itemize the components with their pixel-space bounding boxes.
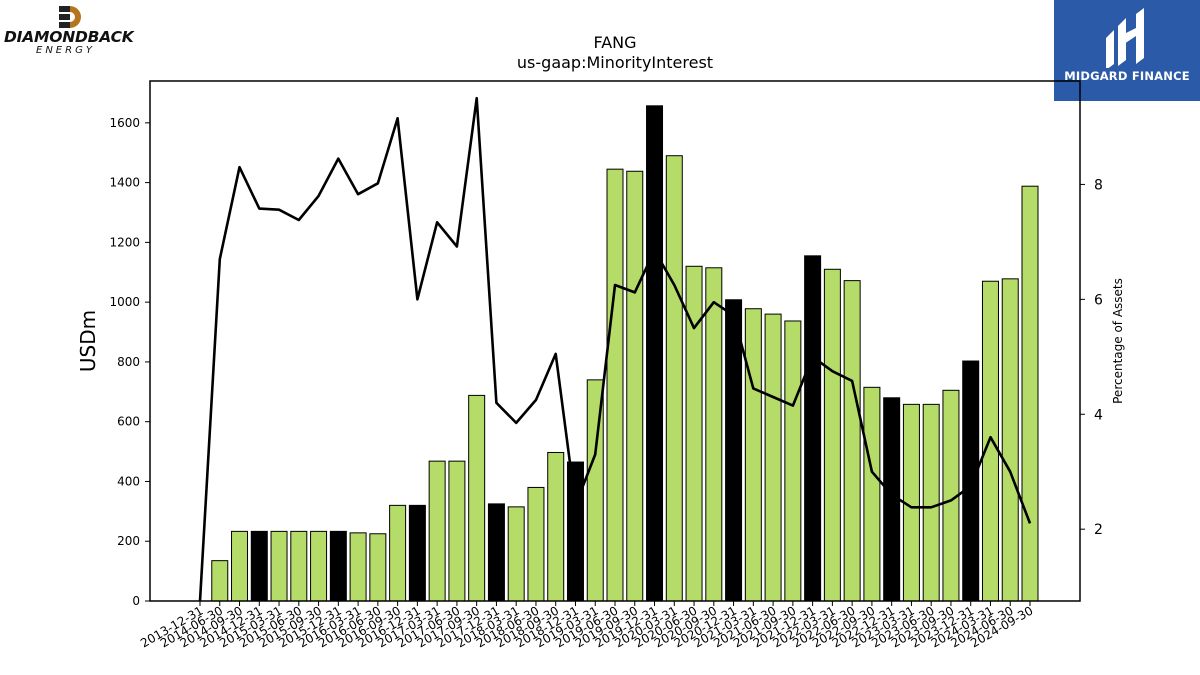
y-axis-label: USDm <box>76 310 100 372</box>
diamondback-logo: DIAMONDBACK ENERGY <box>4 4 139 56</box>
bar-2014-06-30 <box>211 560 229 602</box>
bar-2016-09-30 <box>389 504 407 602</box>
y-tick-label: 1000 <box>109 295 140 309</box>
diamondback-wordmark: DIAMONDBACK <box>4 28 134 46</box>
midgard-finance-logo: MIDGARD FINANCE <box>1054 0 1200 101</box>
bar-2024-09-30 <box>1021 185 1039 602</box>
bar-2017-09-30 <box>468 394 486 602</box>
y-tick-label: 800 <box>117 355 140 369</box>
bar-2018-09-30 <box>547 451 565 602</box>
bar-2014-12-31 <box>250 530 268 602</box>
bar-2023-06-30 <box>922 403 940 602</box>
x-axis: 2013-12-312014-06-302014-09-302014-12-31… <box>138 601 1036 650</box>
midgard-emblem-icon <box>1106 8 1144 68</box>
y2-tick-label: 2 <box>1094 522 1103 538</box>
bar-2015-03-31 <box>270 530 288 602</box>
bar-2020-09-30 <box>705 267 723 602</box>
bar-2019-12-31 <box>646 105 664 602</box>
bar-2017-06-30 <box>448 460 466 602</box>
y2-tick-label: 8 <box>1094 177 1103 193</box>
bar-2021-03-31 <box>744 308 762 602</box>
bar-2018-06-30 <box>527 486 545 602</box>
bar-2017-03-31 <box>428 460 446 602</box>
bar-2015-12-31 <box>329 530 347 602</box>
diamondback-energy-wordmark: ENERGY <box>36 45 95 56</box>
y2-tick-label: 6 <box>1094 292 1103 308</box>
line-group <box>198 96 1032 602</box>
bar-2015-06-30 <box>290 530 308 602</box>
y-tick-label: 200 <box>117 534 140 548</box>
midgard-finance-wordmark: MIDGARD FINANCE <box>1064 69 1190 83</box>
y-tick-label: 1400 <box>109 176 140 190</box>
y-tick-label: 1600 <box>109 116 140 130</box>
bar-2015-09-30 <box>310 530 328 602</box>
chart-title: FANG <box>593 33 636 52</box>
bar-2024-03-31 <box>981 280 999 602</box>
bar-2022-09-30 <box>863 386 881 602</box>
bar-2017-12-31 <box>487 503 505 602</box>
y2-axis-label: Percentage of Assets <box>1111 278 1125 404</box>
bar-2016-12-31 <box>408 504 426 602</box>
bar-2024-06-30 <box>1001 278 1019 602</box>
bar-2020-03-31 <box>665 155 683 602</box>
y-tick-label: 0 <box>132 594 140 608</box>
bar-2021-12-31 <box>804 255 822 602</box>
bar-2018-03-31 <box>507 506 525 602</box>
y-tick-label: 1200 <box>109 235 140 249</box>
bar-2019-06-30 <box>606 168 624 602</box>
bar-2016-06-30 <box>369 533 387 602</box>
bar-2014-09-30 <box>231 530 249 602</box>
y-tick-label: 600 <box>117 415 140 429</box>
line-series <box>198 96 1032 602</box>
chart-subtitle: us-gaap:MinorityInterest <box>517 53 713 72</box>
bar-2021-06-30 <box>764 313 782 602</box>
bar-2021-09-30 <box>784 320 802 602</box>
y2-axis: 2 4 6 8 <box>1080 177 1103 538</box>
bar-group <box>211 105 1039 602</box>
bar-2023-12-31 <box>962 360 980 602</box>
bar-2019-09-30 <box>626 170 644 602</box>
bar-2016-03-31 <box>349 532 367 602</box>
bar-2022-06-30 <box>843 280 861 602</box>
y-tick-label: 400 <box>117 474 140 488</box>
y2-tick-label: 4 <box>1094 407 1103 423</box>
bar-2020-12-31 <box>725 299 743 602</box>
diamondback-emblem-icon <box>59 6 81 28</box>
bar-2022-03-31 <box>823 268 841 602</box>
y-axis: 0 200 400 600 800 1000 1200 1400 1600 <box>109 116 150 608</box>
bar-2018-12-31 <box>566 461 584 602</box>
